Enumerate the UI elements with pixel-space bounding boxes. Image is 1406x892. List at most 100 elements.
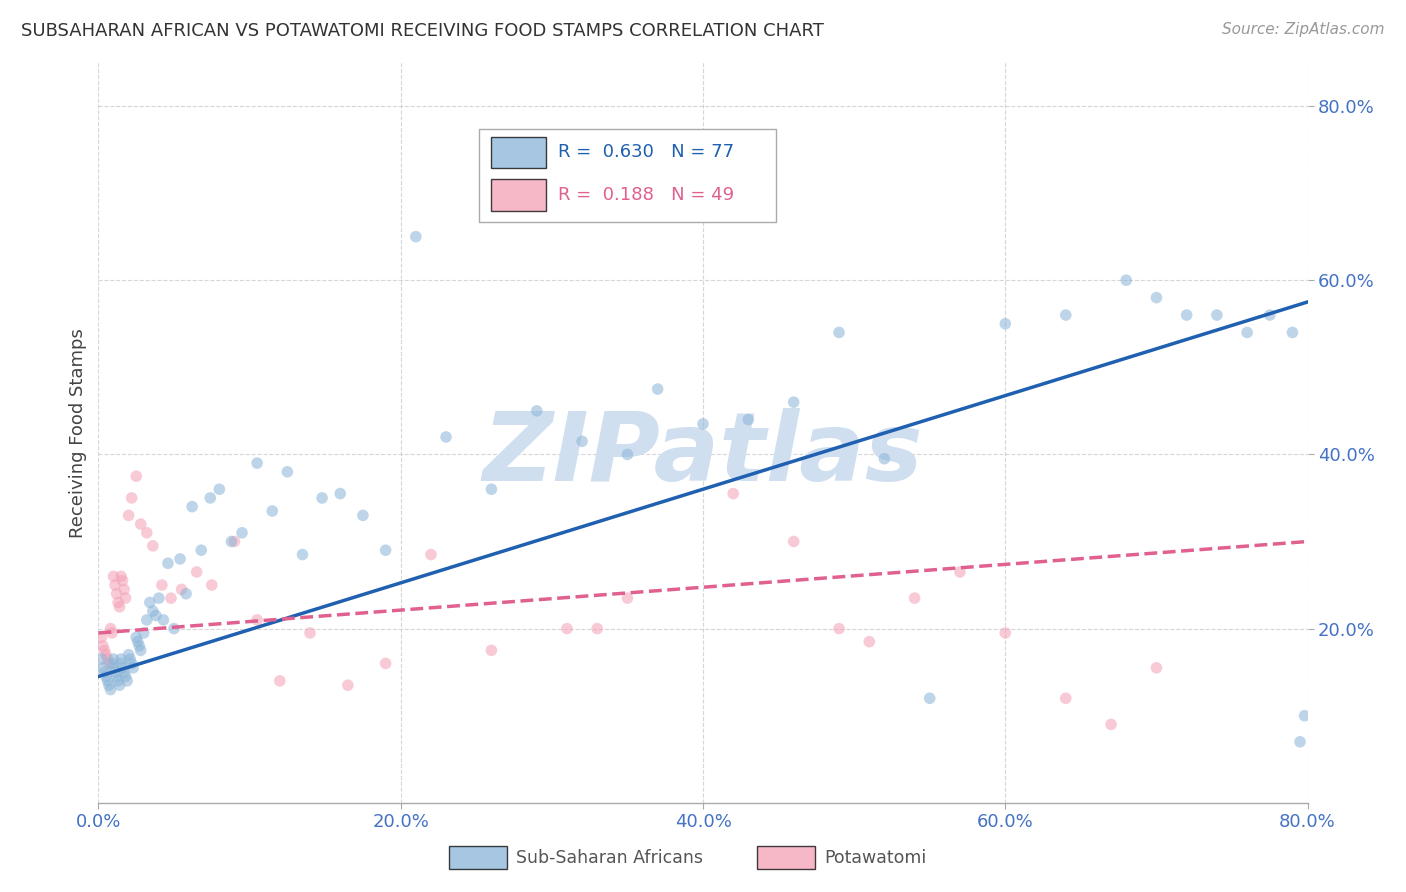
Point [114, 669, 136, 683]
Point [90, 652, 112, 666]
Point [571, 434, 593, 449]
Point [125, 630, 148, 644]
Point [994, 317, 1017, 331]
Point [129, 517, 152, 532]
Point [100, 622, 122, 636]
Point [692, 417, 714, 431]
Text: Potawatomi: Potawatomi [824, 848, 927, 867]
Point [299, 626, 322, 640]
Point [405, 229, 427, 244]
Point [783, 534, 806, 549]
Text: R =  0.188   N = 49: R = 0.188 N = 49 [558, 186, 734, 204]
Point [150, 578, 173, 592]
Point [949, 565, 972, 579]
Point [98, 657, 121, 671]
Point [1144, 661, 1167, 675]
Point [107, 673, 129, 688]
Point [246, 456, 269, 470]
Point [105, 669, 128, 683]
Point [148, 591, 170, 606]
Point [723, 486, 745, 500]
Point [121, 491, 143, 505]
Point [110, 652, 132, 666]
Point [108, 599, 131, 614]
Point [1175, 308, 1198, 322]
Text: R =  0.630   N = 77: R = 0.630 N = 77 [558, 144, 734, 161]
Point [181, 500, 204, 514]
Point [828, 326, 851, 340]
Point [231, 525, 253, 540]
Point [858, 634, 880, 648]
Point [555, 622, 578, 636]
Text: SUBSAHARAN AFRICAN VS POTAWATOMI RECEIVING FOOD STAMPS CORRELATION CHART: SUBSAHARAN AFRICAN VS POTAWATOMI RECEIVI… [21, 22, 824, 40]
Point [121, 657, 143, 671]
Point [647, 382, 669, 396]
Point [526, 404, 548, 418]
Point [1054, 308, 1077, 322]
Point [127, 634, 149, 648]
Point [152, 613, 174, 627]
Point [174, 587, 197, 601]
Point [200, 491, 222, 505]
Point [1289, 735, 1312, 749]
Point [291, 548, 314, 562]
Point [170, 582, 193, 597]
Point [93, 643, 115, 657]
Point [616, 447, 638, 461]
Point [100, 682, 122, 697]
Point [1099, 717, 1122, 731]
Point [1144, 291, 1167, 305]
Point [94, 648, 117, 662]
Point [224, 534, 246, 549]
Point [114, 591, 136, 606]
Point [104, 665, 127, 680]
Point [122, 661, 145, 675]
Point [163, 622, 186, 636]
Point [107, 595, 129, 609]
Point [1294, 708, 1316, 723]
Point [108, 678, 131, 692]
FancyBboxPatch shape [492, 136, 546, 168]
Point [111, 574, 134, 588]
Point [135, 525, 157, 540]
Point [246, 613, 269, 627]
Point [374, 657, 396, 671]
Text: Source: ZipAtlas.com: Source: ZipAtlas.com [1222, 22, 1385, 37]
Point [1236, 326, 1258, 340]
Point [90, 630, 112, 644]
Point [616, 591, 638, 606]
Point [105, 587, 128, 601]
Point [201, 578, 224, 592]
Point [111, 661, 134, 675]
Point [1281, 326, 1303, 340]
Point [120, 652, 142, 666]
Point [828, 622, 851, 636]
Point [101, 626, 124, 640]
Point [104, 578, 127, 592]
Point [434, 430, 457, 444]
Point [115, 673, 138, 688]
Point [352, 508, 374, 523]
Point [311, 491, 333, 505]
Text: ZIPatlas: ZIPatlas [482, 409, 924, 501]
Point [1206, 308, 1229, 322]
Point [110, 657, 132, 671]
Point [1054, 691, 1077, 706]
Point [262, 504, 284, 518]
Point [103, 661, 125, 675]
Point [737, 412, 759, 426]
FancyBboxPatch shape [492, 179, 546, 211]
Point [481, 643, 503, 657]
Point [208, 482, 231, 496]
Point [994, 626, 1017, 640]
Point [269, 673, 291, 688]
Point [91, 661, 114, 675]
Point [336, 678, 359, 692]
Point [103, 652, 125, 666]
Point [186, 565, 208, 579]
Point [1115, 273, 1137, 287]
Point [139, 595, 162, 609]
Point [156, 556, 179, 570]
Point [420, 548, 443, 562]
Point [112, 665, 135, 680]
